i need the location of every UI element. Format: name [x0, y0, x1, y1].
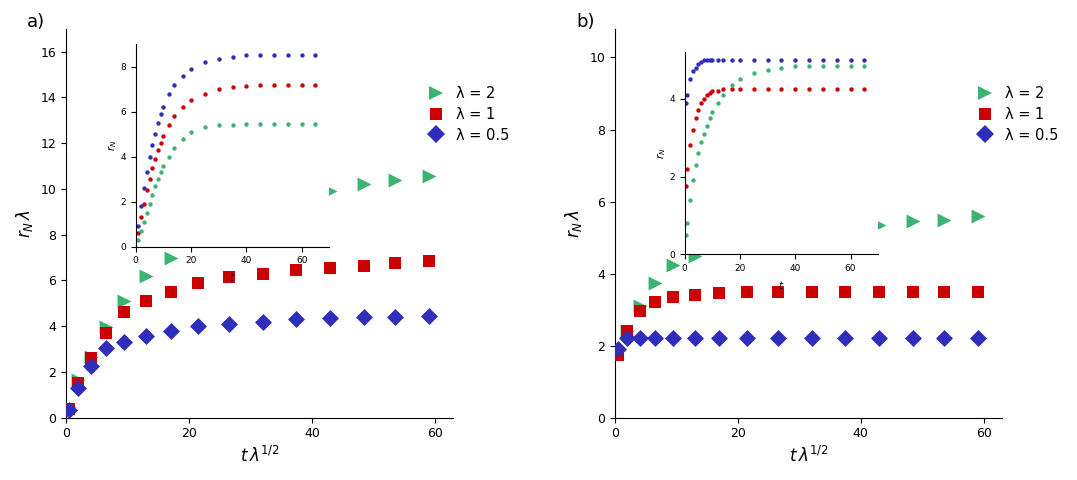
Point [420, 172, 437, 180]
Point [221, 320, 238, 328]
Point [646, 279, 663, 287]
Point [70, 376, 87, 384]
Point [116, 309, 134, 316]
Point [288, 315, 305, 323]
Point [190, 235, 207, 243]
Point [769, 232, 786, 240]
X-axis label: $t\,\lambda^{1/2}$: $t\,\lambda^{1/2}$ [788, 446, 828, 466]
Point [355, 262, 373, 269]
Point [254, 205, 271, 213]
Point [162, 288, 179, 296]
Point [322, 264, 339, 272]
Text: b): b) [576, 13, 595, 31]
Point [70, 380, 87, 387]
Point [905, 217, 922, 225]
Point [769, 335, 786, 342]
Point [610, 346, 627, 353]
Point [631, 335, 648, 342]
Point [646, 335, 663, 342]
Point [387, 259, 404, 267]
Point [60, 406, 78, 414]
Point [420, 257, 437, 265]
Point [711, 289, 728, 297]
Point [82, 362, 99, 370]
X-axis label: $t\,\lambda^{1/2}$: $t\,\lambda^{1/2}$ [240, 446, 279, 466]
Point [97, 324, 114, 331]
Point [870, 221, 887, 229]
Point [288, 266, 305, 274]
Point [665, 293, 682, 301]
Y-axis label: $r_N\,\lambda$: $r_N\,\lambda$ [563, 209, 584, 238]
Point [355, 180, 373, 188]
Point [905, 288, 922, 296]
Point [837, 225, 854, 232]
Point [711, 243, 728, 251]
Point [97, 329, 114, 337]
Point [870, 335, 887, 342]
Point [387, 313, 404, 321]
Point [935, 335, 952, 342]
Point [137, 297, 154, 305]
Point [905, 335, 922, 342]
Point [190, 279, 207, 287]
Point [935, 288, 952, 296]
Point [288, 195, 305, 203]
Text: a): a) [27, 13, 45, 31]
Point [355, 313, 373, 321]
Point [221, 273, 238, 281]
Point [969, 335, 987, 342]
Point [70, 384, 87, 392]
Point [221, 219, 238, 227]
Point [322, 314, 339, 322]
Point [803, 228, 821, 236]
Point [254, 270, 271, 277]
Point [769, 288, 786, 296]
Y-axis label: $r_N\,\lambda$: $r_N\,\lambda$ [14, 209, 34, 238]
Point [420, 312, 437, 320]
Point [162, 254, 179, 262]
Point [137, 333, 154, 340]
Point [162, 327, 179, 335]
Point [97, 344, 114, 352]
Point [82, 353, 99, 361]
Point [610, 347, 627, 355]
Point [82, 354, 99, 362]
Point [739, 238, 756, 245]
Point [837, 335, 854, 342]
Point [686, 291, 703, 299]
Point [711, 335, 728, 342]
Point [322, 187, 339, 195]
Point [803, 335, 821, 342]
Point [739, 335, 756, 342]
Point [116, 338, 134, 346]
Point [935, 216, 952, 224]
Point [387, 176, 404, 183]
Point [610, 351, 627, 359]
Point [618, 327, 635, 335]
Point [686, 252, 703, 260]
Point [631, 302, 648, 310]
Point [137, 272, 154, 280]
Point [646, 299, 663, 306]
Point [60, 405, 78, 412]
Point [631, 308, 648, 315]
Point [190, 323, 207, 330]
Point [665, 335, 682, 342]
Point [686, 335, 703, 342]
Point [969, 288, 987, 296]
Point [665, 261, 682, 268]
Point [739, 288, 756, 296]
Point [837, 288, 854, 296]
Point [60, 404, 78, 411]
Point [803, 288, 821, 296]
Point [254, 318, 271, 325]
Point [618, 335, 635, 342]
Point [870, 288, 887, 296]
Point [618, 327, 635, 335]
Legend: λ = 2, λ = 1, λ = 0.5: λ = 2, λ = 1, λ = 0.5 [416, 80, 516, 148]
Point [969, 212, 987, 220]
Legend: λ = 2, λ = 1, λ = 0.5: λ = 2, λ = 1, λ = 0.5 [965, 80, 1064, 148]
Point [116, 297, 134, 305]
